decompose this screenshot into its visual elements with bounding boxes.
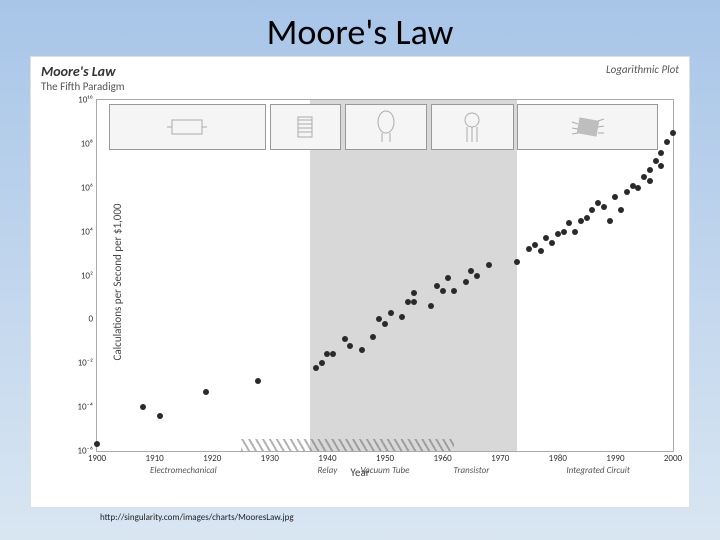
- data-point: [399, 314, 405, 320]
- x-tick-label: 1930: [261, 451, 279, 464]
- chart-title: Moore's Law: [41, 63, 679, 80]
- data-point: [670, 130, 676, 136]
- data-point: [330, 351, 336, 357]
- era-band: [310, 100, 345, 451]
- y-tick-label: 10⁻⁴: [77, 402, 97, 413]
- x-tick-label: 2000: [664, 451, 682, 464]
- data-point: [359, 347, 365, 353]
- y-tick-label: 10⁻²: [78, 358, 97, 369]
- y-tick-label: 0: [88, 314, 97, 325]
- data-point: [486, 262, 492, 268]
- data-point: [532, 242, 538, 248]
- slide: Moore's Law Moore's Law The Fifth Paradi…: [0, 0, 720, 540]
- y-tick-label: 10⁶: [81, 182, 97, 193]
- era-label: Electromechanical: [150, 451, 217, 476]
- chip-icon: [517, 104, 657, 150]
- data-point: [255, 378, 261, 384]
- plot-area: 10⁻⁶10⁻⁴10⁻²010²10⁴10⁶10⁸10¹⁰19001910192…: [96, 99, 674, 452]
- vacuum-tube-icon: [345, 104, 428, 150]
- data-point: [624, 189, 630, 195]
- data-point: [607, 218, 613, 224]
- data-point: [388, 310, 394, 316]
- chart-subtitle: The Fifth Paradigm: [41, 80, 679, 93]
- relay-icon: [109, 104, 267, 150]
- data-point: [342, 336, 348, 342]
- y-tick-label: 10¹⁰: [78, 95, 97, 106]
- data-point: [664, 139, 670, 145]
- era-label: Integrated Circuit: [566, 451, 630, 476]
- transistor-icon: [431, 104, 514, 150]
- data-point: [451, 288, 457, 294]
- data-point: [647, 178, 653, 184]
- chart-header: Moore's Law The Fifth Paradigm Logarithm…: [31, 57, 689, 95]
- data-point: [647, 167, 653, 173]
- data-point: [526, 246, 532, 252]
- data-point: [411, 290, 417, 296]
- data-point: [635, 185, 641, 191]
- data-point: [203, 389, 209, 395]
- data-point: [612, 194, 618, 200]
- y-tick-label: 10⁸: [81, 138, 97, 149]
- data-point: [538, 248, 544, 254]
- slide-title: Moore's Law: [0, 0, 720, 56]
- data-point: [618, 207, 624, 213]
- citation: http://singularity.com/images/charts/Moo…: [100, 512, 720, 523]
- data-point: [411, 299, 417, 305]
- data-point: [658, 150, 664, 156]
- data-point: [445, 275, 451, 281]
- x-tick-label: 1980: [549, 451, 567, 464]
- data-point: [561, 229, 567, 235]
- data-point: [428, 303, 434, 309]
- relay-coil-icon: [270, 104, 341, 150]
- y-tick-label: 10⁴: [81, 226, 97, 237]
- data-point: [463, 279, 469, 285]
- data-point: [94, 441, 100, 447]
- x-axis-label: Year: [350, 466, 369, 479]
- era-label: Relay: [318, 451, 338, 476]
- data-point: [566, 220, 572, 226]
- data-point: [319, 360, 325, 366]
- data-point: [658, 163, 664, 169]
- x-tick-label: 1900: [88, 451, 106, 464]
- data-point: [572, 229, 578, 235]
- x-tick-label: 1970: [491, 451, 509, 464]
- data-point: [589, 207, 595, 213]
- data-point: [370, 334, 376, 340]
- data-point: [140, 404, 146, 410]
- data-point: [382, 321, 388, 327]
- data-point: [440, 288, 446, 294]
- chart-container: Moore's Law The Fifth Paradigm Logarithm…: [30, 56, 690, 508]
- data-point: [601, 204, 607, 210]
- y-tick-label: 10²: [81, 270, 97, 281]
- data-point: [313, 365, 319, 371]
- hatch-region: [241, 439, 454, 451]
- data-point: [347, 343, 353, 349]
- data-point: [157, 413, 163, 419]
- data-point: [474, 273, 480, 279]
- era-label: Transistor: [453, 451, 489, 476]
- data-point: [549, 240, 555, 246]
- data-point: [584, 215, 590, 221]
- chart-annotation: Logarithmic Plot: [606, 63, 679, 76]
- era-band: [345, 100, 431, 451]
- x-tick-label: 1960: [433, 451, 451, 464]
- data-point: [514, 259, 520, 265]
